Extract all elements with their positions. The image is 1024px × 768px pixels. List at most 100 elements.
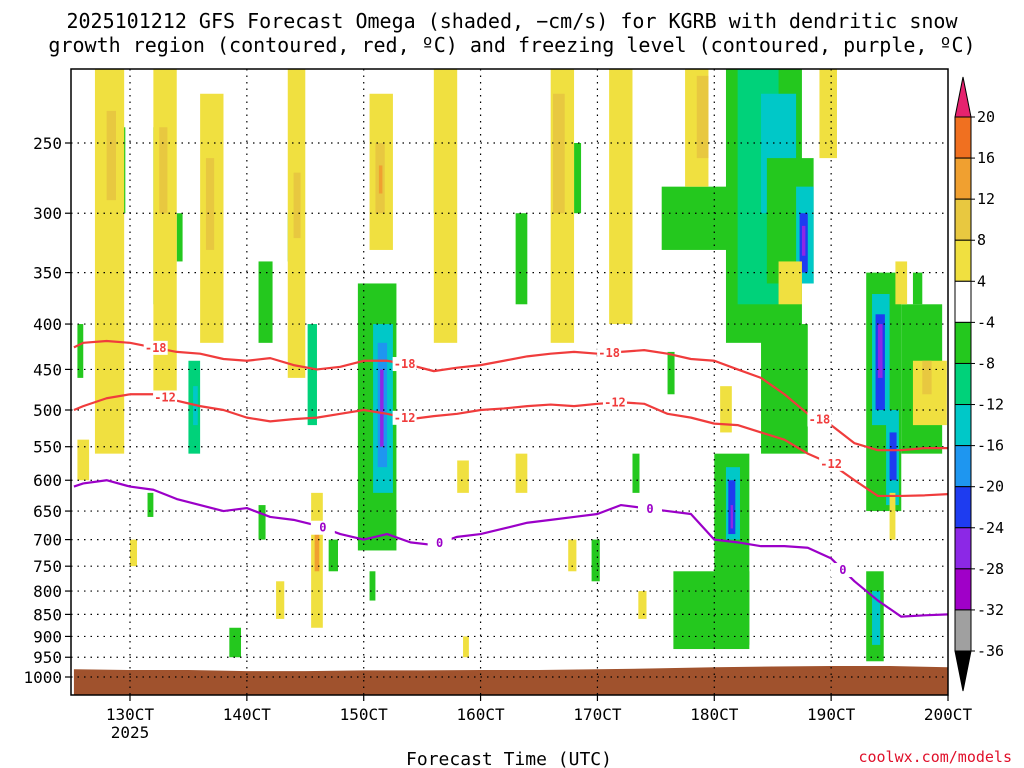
- contour-label: -18: [598, 346, 620, 360]
- x-tick-label: 140CT: [223, 705, 272, 724]
- omega-cell: [106, 110, 116, 201]
- colorbar-label: -4: [977, 313, 995, 331]
- omega-cell: [515, 213, 528, 305]
- colorbar-swatch: [954, 445, 972, 488]
- y-tick-label: 650: [33, 502, 62, 521]
- y-tick-label: 250: [33, 134, 62, 153]
- omega-cell: [433, 69, 458, 343]
- chart-title-line-2: growth region (contoured, red, ºC) and f…: [48, 33, 975, 57]
- colorbar-bottom-arrow: [954, 650, 972, 692]
- omega-cell: [819, 69, 837, 159]
- colorbar: 20 16 12 8 4 -4 -8 -12 -16 -20 -24 -28 -32 -36: [954, 76, 1004, 692]
- colorbar-label: -24: [977, 519, 1004, 537]
- contour-label: -18: [145, 341, 167, 355]
- omega-cell: [638, 591, 647, 619]
- colorbar-swatch: [954, 280, 972, 323]
- colorbar-swatch: [954, 404, 972, 447]
- contour-label-bg: [310, 520, 335, 535]
- omega-cell: [130, 539, 138, 567]
- contour-label-bg: [597, 345, 622, 360]
- omega-cell: [328, 539, 339, 572]
- contour-label: -12: [820, 457, 842, 471]
- y-tick-label: 350: [33, 264, 62, 283]
- x-tick-label: 150CT: [340, 705, 389, 724]
- contour-line--18: [73, 339, 948, 452]
- y-tick-label: 1000: [23, 668, 62, 687]
- omega-cell: [720, 386, 732, 433]
- omega-cell: [632, 453, 640, 493]
- colorbar-label: 8: [977, 231, 986, 249]
- contours: -18 -18 -18 -18 -12 -12 -12 -12 0 0 0 0: [73, 339, 948, 618]
- omega-cell: [515, 453, 528, 493]
- omega-cell: [258, 261, 273, 343]
- colorbar-label: 4: [977, 272, 986, 290]
- colorbar-swatch: [954, 198, 972, 241]
- contour-label-bg: [392, 357, 417, 372]
- omega-cell: [761, 324, 808, 454]
- omega-cell: [147, 492, 154, 517]
- contour-label: 0: [839, 563, 846, 577]
- colorbar-swatch: [954, 568, 972, 611]
- colorbar-label: -28: [977, 560, 1004, 578]
- colorbar-swatch: [954, 321, 972, 364]
- contour-label: 0: [319, 521, 326, 535]
- y-tick-label: 900: [33, 627, 62, 646]
- colorbar-label: -32: [977, 601, 1004, 619]
- omega-cell: [801, 225, 806, 256]
- contour-label: -12: [604, 396, 626, 410]
- credit-link[interactable]: coolwx.com/models: [858, 748, 1012, 766]
- omega-cell: [889, 432, 897, 481]
- contour-label: -18: [809, 413, 831, 427]
- contour-label-bg: [143, 340, 168, 355]
- y-tick-label: 950: [33, 648, 62, 667]
- y-tick-label: 500: [33, 401, 62, 420]
- omega-cell: [574, 143, 582, 214]
- x-tick-label: 200CT: [924, 705, 973, 724]
- y-tick-label: 300: [33, 204, 62, 223]
- contour-label: 0: [646, 502, 653, 516]
- contour-label-bg: [602, 395, 627, 410]
- colorbar-label: -36: [977, 642, 1004, 660]
- omega-cell: [922, 360, 932, 395]
- omega-cell: [778, 261, 802, 305]
- colorbar-label: -16: [977, 437, 1004, 455]
- omega-cell: [378, 165, 383, 194]
- omega-cell: [176, 213, 183, 262]
- omega-cell: [661, 186, 738, 250]
- contour-label: 0: [436, 536, 443, 550]
- omega-cell: [889, 492, 896, 540]
- y-tick-label: 800: [33, 582, 62, 601]
- y-tick-label: 550: [33, 438, 62, 457]
- colorbar-label: 20: [977, 108, 995, 126]
- omega-cell: [276, 581, 285, 619]
- y-tick-label: 750: [33, 557, 62, 576]
- colorbar-swatch: [954, 157, 972, 200]
- x-tick-label: 180CT: [690, 705, 739, 724]
- contour-label: -12: [394, 411, 416, 425]
- colorbar-swatch: [954, 527, 972, 570]
- x-tick-label: 170CT: [573, 705, 622, 724]
- omega-cell: [553, 93, 565, 214]
- omega-cell: [730, 505, 733, 529]
- y-tick-label: 700: [33, 531, 62, 550]
- x-tick-label: 190CT: [807, 705, 856, 724]
- omega-cell: [77, 439, 90, 481]
- omega-cell: [293, 172, 301, 239]
- colorbar-label: -12: [977, 396, 1004, 414]
- omega-cell: [307, 324, 317, 426]
- omega-cell: [205, 158, 215, 250]
- omega-cell: [314, 534, 320, 572]
- contour-label: -12: [154, 390, 176, 404]
- x-tick-label: 130CT: [106, 705, 155, 724]
- omega-cell: [229, 627, 242, 658]
- colorbar-swatch: [954, 486, 972, 529]
- omega-cell: [159, 127, 168, 214]
- contour-label: -18: [394, 357, 416, 371]
- omega-cell: [369, 571, 376, 601]
- omega-cell: [591, 539, 600, 582]
- ground-area: [73, 666, 948, 695]
- omega-cell: [877, 324, 883, 378]
- colorbar-label: -20: [977, 478, 1004, 496]
- omega-cell: [895, 261, 908, 305]
